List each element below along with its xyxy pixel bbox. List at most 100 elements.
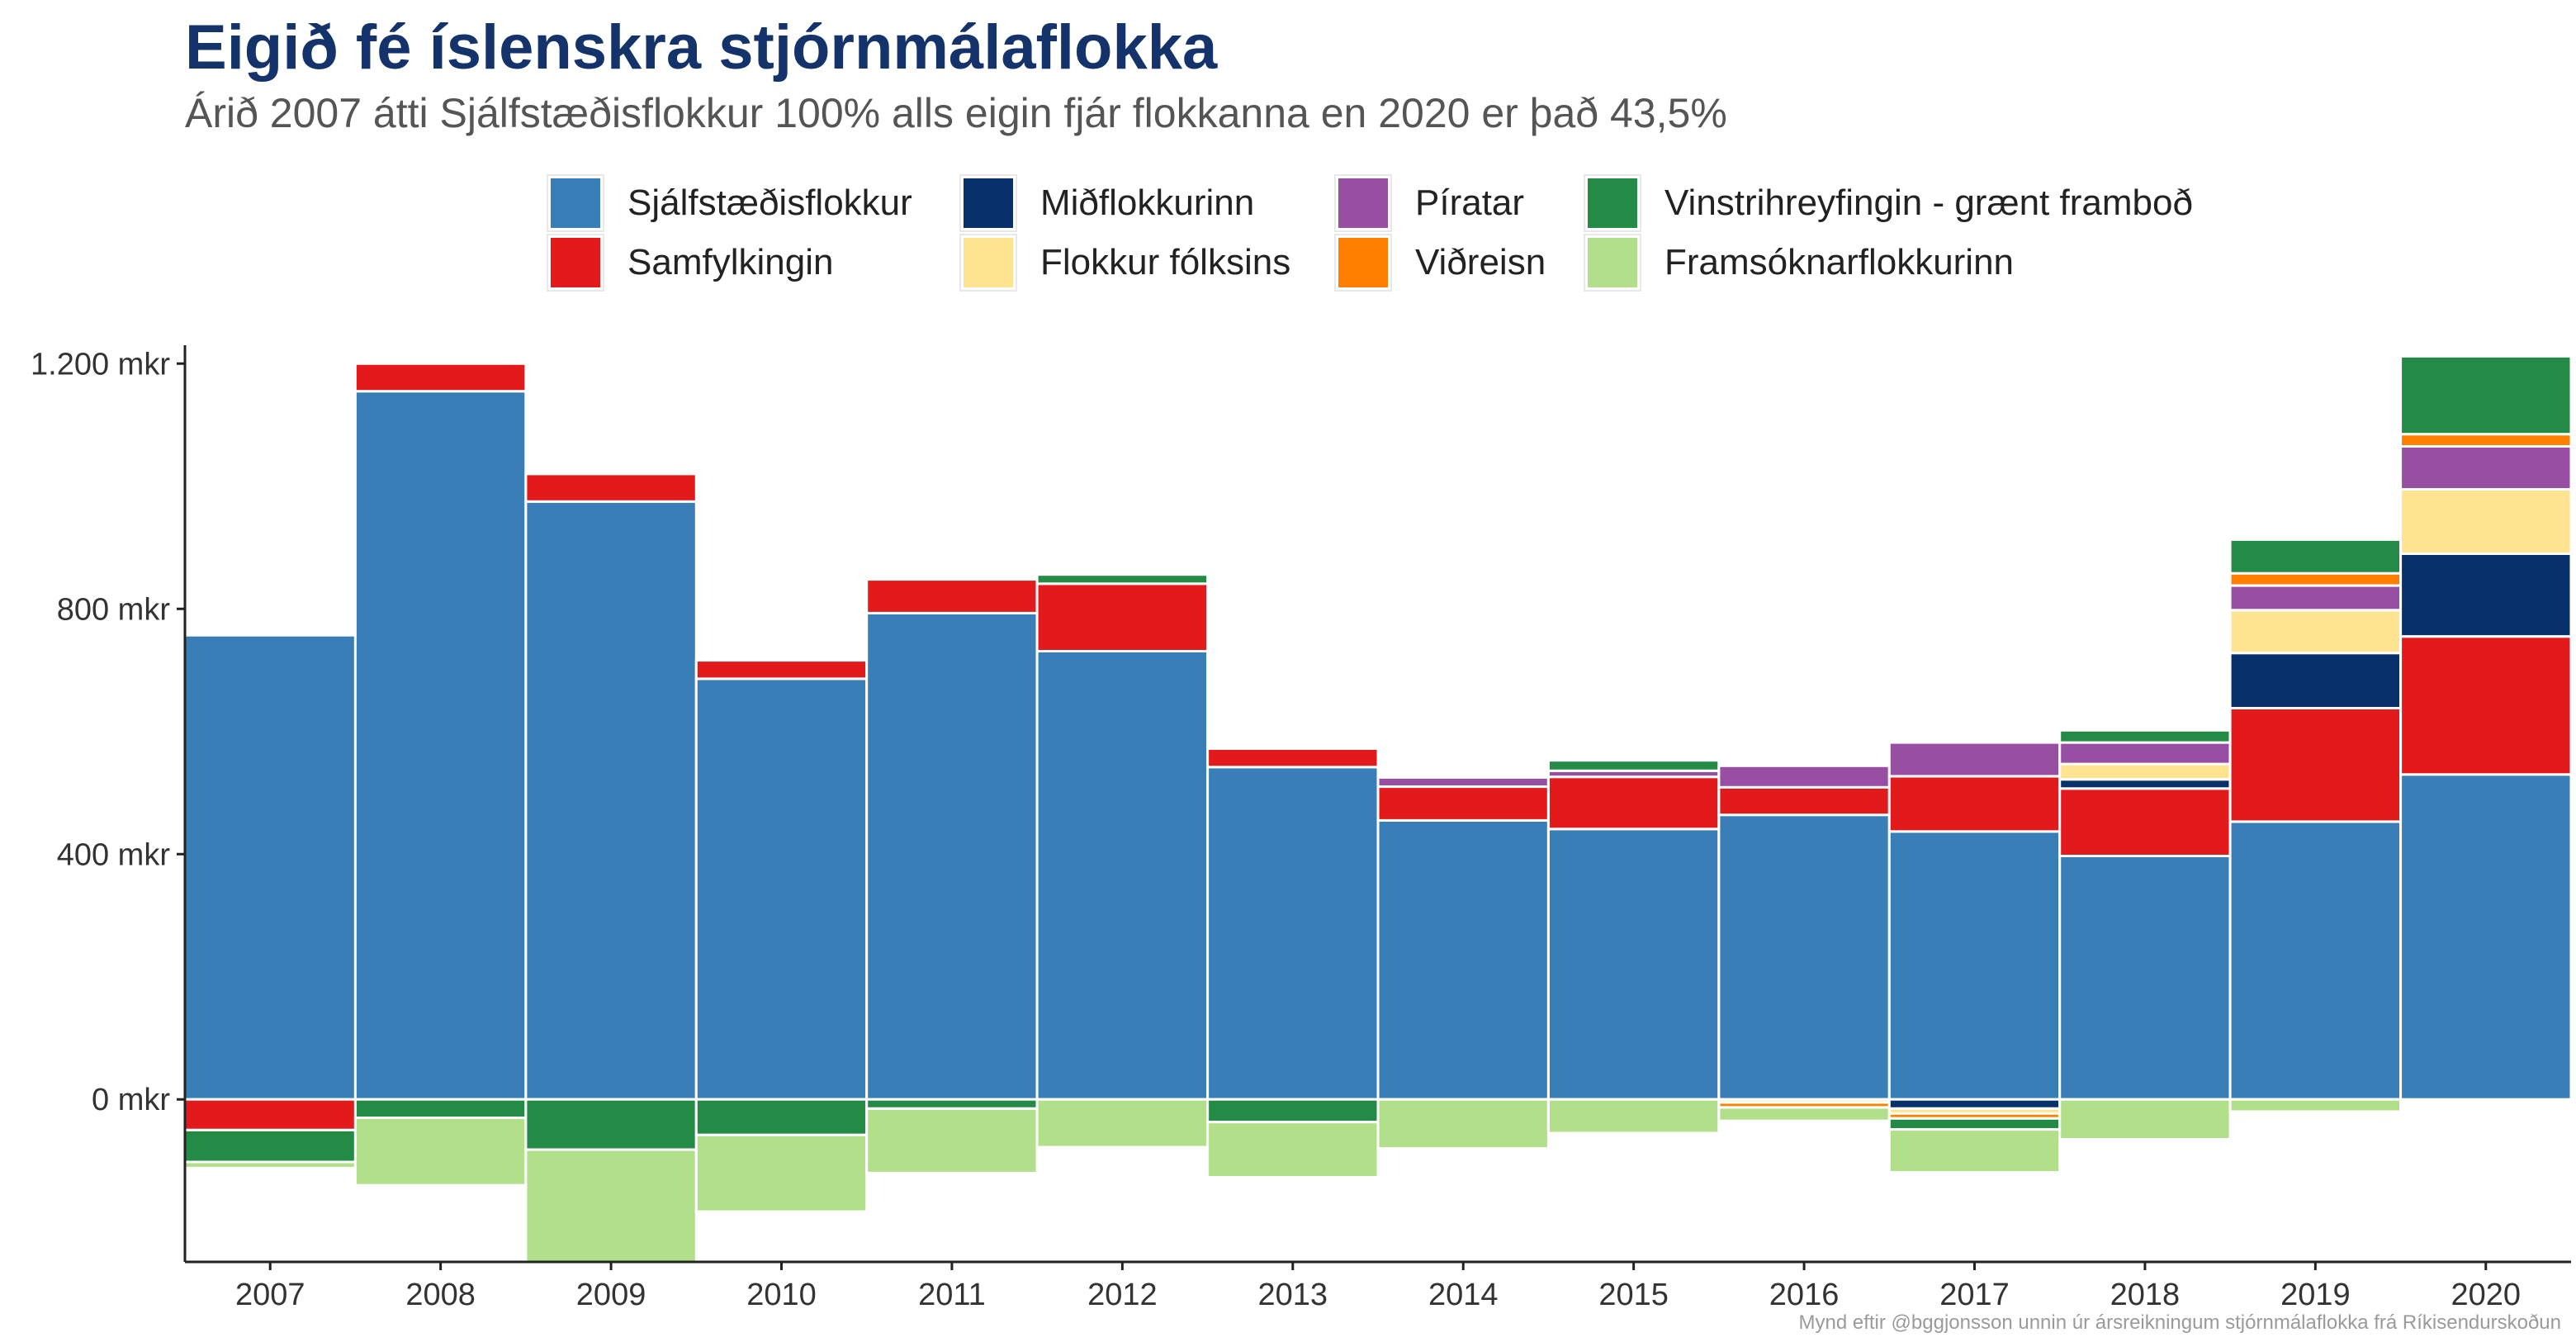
y-tick-label: 800 mkr bbox=[57, 592, 171, 627]
bar-segment bbox=[1717, 764, 1891, 789]
bar-segment bbox=[524, 472, 698, 503]
bar-segment bbox=[1717, 813, 1891, 1101]
bar-segment bbox=[2228, 571, 2403, 587]
bar-segment bbox=[865, 578, 1039, 614]
bar-segment bbox=[1887, 741, 2062, 778]
bar-segment bbox=[353, 390, 528, 1101]
y-tick-label: 400 mkr bbox=[57, 837, 171, 872]
x-tick-label: 2009 bbox=[576, 1278, 646, 1312]
x-tick-label: 2016 bbox=[1769, 1278, 1840, 1312]
bar-segment bbox=[1887, 775, 2062, 833]
bar-segment bbox=[2058, 855, 2232, 1101]
x-tick-label: 2013 bbox=[1258, 1278, 1328, 1312]
bar-segment bbox=[2399, 635, 2573, 776]
bar-segment bbox=[1035, 1098, 1209, 1149]
legend-label: Framsóknarflokkurinn bbox=[1664, 242, 2015, 282]
legend-swatch bbox=[1588, 178, 1637, 228]
bar-segment bbox=[1546, 775, 1721, 831]
bar-segment bbox=[1376, 785, 1550, 822]
bar-segment bbox=[353, 1098, 528, 1119]
bar-segment bbox=[694, 1098, 869, 1136]
bar-segment bbox=[1206, 766, 1380, 1101]
bar-segment bbox=[694, 1133, 869, 1213]
legend-item-flokkur-folksins: Flokkur fólksins bbox=[959, 231, 1290, 294]
legend-label: Viðreisn bbox=[1415, 242, 1546, 282]
bar-segment bbox=[183, 1160, 357, 1169]
bar-segment bbox=[524, 1148, 698, 1264]
legend-label: Samfylkingin bbox=[627, 242, 834, 282]
bar-segment bbox=[183, 1128, 357, 1164]
bar-segment bbox=[1206, 747, 1380, 769]
bar-segment bbox=[1546, 759, 1721, 772]
bar-segment bbox=[1035, 573, 1209, 586]
bar-segment bbox=[1717, 1106, 1891, 1122]
bar-segment bbox=[1887, 1098, 2062, 1110]
legend-item-midflokkurinn: Miðflokkurinn bbox=[959, 172, 1254, 235]
bar-segment bbox=[2058, 778, 2232, 790]
legend-label: Vinstrihreyfingin - grænt framboð bbox=[1664, 183, 2193, 223]
legend-label: Miðflokkurinn bbox=[1040, 183, 1255, 223]
legend-label: Flokkur fólksins bbox=[1040, 242, 1291, 282]
bar-segment bbox=[1206, 1098, 1380, 1124]
source-caption: Mynd eftir @bggjonsson unnin úr ársreikn… bbox=[1798, 1311, 2561, 1334]
y-tick-label: 1.200 mkr bbox=[31, 347, 170, 382]
bar-segment bbox=[694, 677, 869, 1101]
x-tick-label: 2018 bbox=[2110, 1278, 2181, 1312]
bar-segment bbox=[2058, 787, 2232, 857]
x-tick-label: 2015 bbox=[1598, 1278, 1669, 1312]
legend-item-vinstrihreyfingin: Vinstrihreyfingin - grænt framboð bbox=[1584, 172, 2193, 235]
bar-segment bbox=[524, 500, 698, 1101]
bar-segment bbox=[2058, 728, 2232, 744]
bar-segment bbox=[1717, 785, 1891, 817]
bar-segment bbox=[2228, 1098, 2403, 1113]
legend-item-samfylkingin: Samfylkingin bbox=[547, 231, 833, 294]
bar-segment bbox=[2399, 445, 2573, 491]
legend-swatch bbox=[964, 178, 1013, 228]
bar-segment bbox=[1206, 1121, 1380, 1178]
bar-segment bbox=[1376, 1098, 1550, 1150]
bar-segment bbox=[524, 1098, 698, 1151]
bar-segment bbox=[2228, 609, 2403, 655]
bar-segment bbox=[1887, 1117, 2062, 1131]
x-tick-label: 2011 bbox=[918, 1278, 986, 1312]
bar-segment bbox=[1546, 1098, 1721, 1135]
x-tick-label: 2007 bbox=[235, 1278, 305, 1312]
x-tick-label: 2017 bbox=[1939, 1278, 2010, 1312]
x-tick-label: 2014 bbox=[1428, 1278, 1499, 1312]
legend-swatch bbox=[964, 238, 1013, 287]
legend-label: Píratar bbox=[1415, 183, 1525, 223]
y-tick-label: 0 mkr bbox=[92, 1083, 170, 1117]
legend-swatch bbox=[551, 238, 600, 287]
legend-item-piratar: Píratar bbox=[1334, 172, 1524, 235]
bar-segment bbox=[2228, 820, 2403, 1101]
bar-segment bbox=[2058, 741, 2232, 766]
bar-segment bbox=[2399, 354, 2573, 436]
legend-swatch bbox=[1338, 178, 1388, 228]
chart-subtitle: Árið 2007 átti Sjálfstæðisflokkur 100% a… bbox=[185, 90, 1727, 136]
bar-segment bbox=[1376, 775, 1550, 789]
bar-segment bbox=[353, 1117, 528, 1187]
bar-segment bbox=[1887, 1128, 2062, 1174]
legend-item-framsoknarflokkurinn: Framsóknarflokkurinn bbox=[1584, 231, 2014, 294]
bars bbox=[183, 354, 2573, 1264]
chart-title: Eigið fé íslenskra stjórnmálaflokka bbox=[185, 12, 1218, 83]
bar-segment bbox=[1035, 582, 1209, 652]
bar-segment bbox=[2399, 773, 2573, 1101]
bar-segment bbox=[2399, 552, 2573, 638]
legend-item-sjalfstaedisflokkur: Sjálfstæðisflokkur bbox=[547, 172, 912, 235]
bar-segment bbox=[2228, 707, 2403, 823]
bar-segment bbox=[2228, 652, 2403, 710]
x-tick-label: 2020 bbox=[2451, 1278, 2522, 1312]
bar-segment bbox=[2399, 488, 2573, 555]
bar-segment bbox=[865, 1098, 1039, 1110]
legend-swatch bbox=[1338, 238, 1388, 287]
bar-segment bbox=[2058, 762, 2232, 781]
x-tick-label: 2010 bbox=[746, 1278, 817, 1312]
bar-segment bbox=[1376, 818, 1550, 1101]
legend: Sjálfstæðisflokkur Samfylkingin Miðflokk… bbox=[547, 172, 2280, 304]
bar-segment bbox=[694, 659, 869, 680]
legend-label: Sjálfstæðisflokkur bbox=[627, 183, 912, 223]
bar-segment bbox=[865, 612, 1039, 1101]
x-tick-label: 2019 bbox=[2280, 1278, 2351, 1312]
